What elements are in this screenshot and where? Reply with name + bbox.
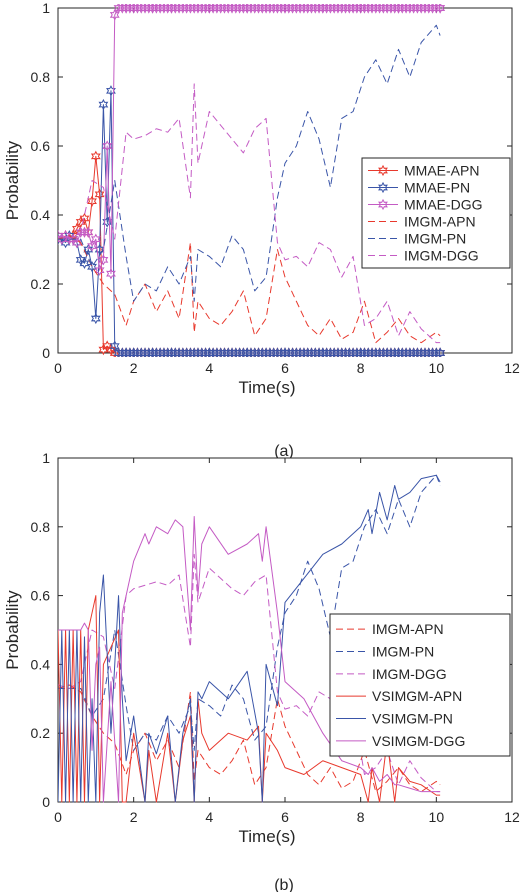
legend-label-vsimgm-pn: VSIMGM-PN [372,711,453,727]
x-tick-label: 6 [281,809,289,825]
y-tick-label: 0.8 [31,519,51,535]
series-point-mmae-dgg [431,4,442,14]
series-point-mmae-pn [90,312,101,325]
series-group [58,4,446,357]
y-tick-label: 0.4 [31,207,51,223]
legend-marker-mmae-pn [378,181,388,194]
series-point-mmae-pn [87,261,97,273]
y-tick-label: 0 [42,794,50,810]
x-tick-label: 4 [205,360,213,376]
series-point-mmae-pn [106,85,116,97]
series-point-mmae-dgg [102,140,113,152]
y-tick-label: 0.4 [31,656,51,672]
y-tick-label: 0.2 [31,276,51,292]
series-line-imgm-pn [58,474,441,751]
series-point-mmae-dgg [98,254,109,266]
x-tick-label: 10 [429,809,445,825]
x-tick-label: 4 [205,809,213,825]
y-tick-label: 0.6 [31,138,51,154]
series-point-mmae-apn [79,212,90,225]
series-line-imgm-apn [58,684,441,793]
x-tick-label: 8 [357,809,365,825]
series-line-vsimgm-dgg [58,515,441,803]
x-tick-label: 12 [504,809,520,825]
series-line-imgm-apn [58,235,441,344]
legend-label-mmae-dgg: MMAE-DGG [404,197,483,213]
legend-label-mmae-apn: MMAE-APN [404,163,479,179]
legend: IMGM-APN IMGM-PN IMGM-DGG VSIMGM-APN VSIMGM-… [329,613,511,757]
legend-label-imgm-apn: IMGM-APN [404,214,476,230]
caption-b: (b) [274,877,294,892]
series-point-mmae-dgg [435,4,446,14]
series-point-mmae-apn [90,150,101,163]
legend-label-vsimgm-dgg: VSIMGM-DGG [372,733,465,749]
x-tick-label: 12 [504,360,520,376]
series-point-mmae-pn [98,98,109,111]
x-tick-label: 8 [357,360,365,376]
legend-label-vsimgm-apn: VSIMGM-APN [372,688,462,704]
series-point-mmae-dgg [83,226,94,238]
series-point-mmae-pn [435,347,446,357]
x-tick-label: 2 [130,809,138,825]
legend-label-imgm-pn: IMGM-PN [372,644,434,660]
legend-label-imgm-dgg: IMGM-DGG [404,248,479,264]
legend-label-mmae-pn: MMAE-PN [404,180,470,196]
x-tick-label: 2 [130,360,138,376]
series-point-mmae-dgg [106,267,116,280]
legend-marker-mmae-apn [378,164,388,177]
chart-panel-a: 0 2 4 6 8 10 12 0 0.2 0.4 0.6 0.8 1 Time(s) Probabilit… [3,0,520,397]
legend-box [361,157,511,269]
y-axis-label: Probability [3,590,22,670]
series-point-mmae-dgg [79,226,90,238]
series-point-mmae-dgg [90,233,101,245]
series-line-vsimgm-pn [58,474,441,803]
chart-panel-b: 0 2 4 6 8 10 12 0 0.2 0.4 0.6 0.8 1 Time(s) Probabilit… [3,450,520,846]
x-axis-label: Time(s) [239,827,296,846]
x-tick-label: 10 [429,360,445,376]
x-axis-label: Time(s) [239,378,296,397]
legend-box [329,613,511,757]
caption-a: (a) [274,443,294,460]
y-tick-label: 0.2 [31,725,51,741]
y-tick-label: 0.8 [31,69,51,85]
y-tick-label: 1 [42,450,50,466]
y-tick-label: 1 [42,0,50,16]
series-point-mmae-pn [79,257,90,269]
y-tick-label: 0.6 [31,588,51,604]
legend-label-imgm-apn: IMGM-APN [372,621,444,637]
series-line-imgm-pn [58,24,441,302]
series-point-mmae-pn [102,216,113,228]
legend-marker-mmae-dgg [378,198,388,211]
series-line-imgm-dgg [58,83,441,344]
series-group [58,474,441,803]
series-point-mmae-dgg [94,264,105,276]
y-axis-label: Probability [3,140,22,220]
series-point-mmae-apn [94,188,105,200]
x-tick-label: 0 [54,360,62,376]
legend-label-imgm-pn: IMGM-PN [404,231,466,247]
x-tick-label: 0 [54,809,62,825]
y-tick-label: 0 [42,345,50,361]
legend-label-imgm-dgg: IMGM-DGG [372,666,447,682]
series-point-mmae-apn [75,216,86,228]
series-point-mmae-pn [83,243,94,256]
series-point-mmae-pn [431,347,442,357]
legend: MMAE-APNMMAE-PNMMAE-DGGIMGM-APNIMGM-PNIM… [361,157,511,269]
x-tick-label: 6 [281,360,289,376]
